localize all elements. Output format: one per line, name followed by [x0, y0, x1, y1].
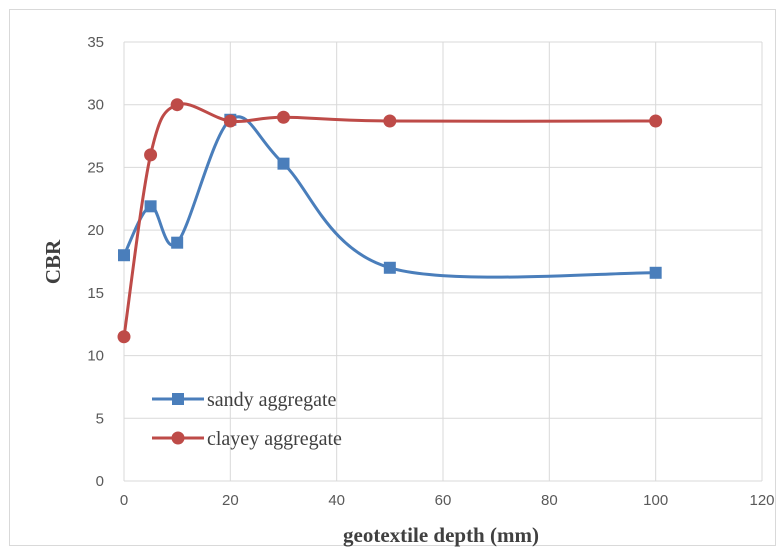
x-tick-label-40: 40 [328, 492, 345, 509]
x-tick-label-0: 0 [120, 492, 128, 509]
series-line-sandy-aggregate [122, 115, 656, 279]
data-point-sandy-aggregate-30 [277, 157, 290, 170]
data-point-clayey-aggregate-0 [117, 330, 131, 344]
data-point-sandy-aggregate-0 [118, 249, 130, 262]
y-tick-label-0: 0 [96, 473, 104, 490]
data-point-clayey-aggregate-5 [144, 148, 158, 162]
x-tick-label-20: 20 [222, 492, 239, 509]
x-tick-label-60: 60 [435, 492, 452, 509]
y-tick-label-30: 30 [87, 97, 104, 114]
legend-marker-clayey-aggregate [171, 431, 185, 445]
data-point-sandy-aggregate-5 [144, 200, 157, 213]
y-tick-label-5: 5 [96, 410, 104, 427]
data-point-clayey-aggregate-10 [170, 98, 184, 112]
series-layer [117, 98, 663, 344]
legend-item-clayey-aggregate: clayey aggregate [152, 428, 342, 450]
y-tick-label-15: 15 [87, 285, 104, 302]
data-point-sandy-aggregate-10 [171, 236, 184, 249]
data-point-sandy-aggregate-100 [649, 266, 662, 279]
legend-marker-sandy-aggregate [172, 393, 184, 405]
tick-layer: 0 5 10 15 20 25 30 35 0 20 40 60 80 100 120 [87, 34, 774, 509]
y-axis-title: CBR [41, 239, 65, 284]
data-point-clayey-aggregate-50 [383, 114, 397, 128]
x-axis-title: geotextile depth (mm) [343, 523, 539, 547]
legend: sandy aggregate clayey aggregate [152, 389, 342, 450]
x-tick-label-120: 120 [749, 492, 774, 509]
data-point-clayey-aggregate-20 [223, 114, 237, 128]
chart-frame [9, 9, 776, 546]
y-tick-label-10: 10 [87, 348, 104, 365]
data-point-sandy-aggregate-50 [383, 261, 396, 274]
legend-item-sandy-aggregate: sandy aggregate [152, 389, 337, 411]
data-point-clayey-aggregate-30 [277, 110, 290, 124]
y-tick-label-20: 20 [87, 222, 104, 239]
series-line-clayey-aggregate [122, 102, 656, 337]
grid-layer [123, 41, 763, 482]
x-tick-label-80: 80 [541, 492, 558, 509]
legend-label-clayey-aggregate: clayey aggregate [207, 428, 342, 450]
x-tick-label-100: 100 [643, 492, 668, 509]
y-tick-label-35: 35 [87, 34, 104, 51]
data-point-clayey-aggregate-100 [649, 114, 663, 128]
legend-label-sandy-aggregate: sandy aggregate [207, 389, 337, 411]
y-tick-label-25: 25 [87, 159, 104, 176]
